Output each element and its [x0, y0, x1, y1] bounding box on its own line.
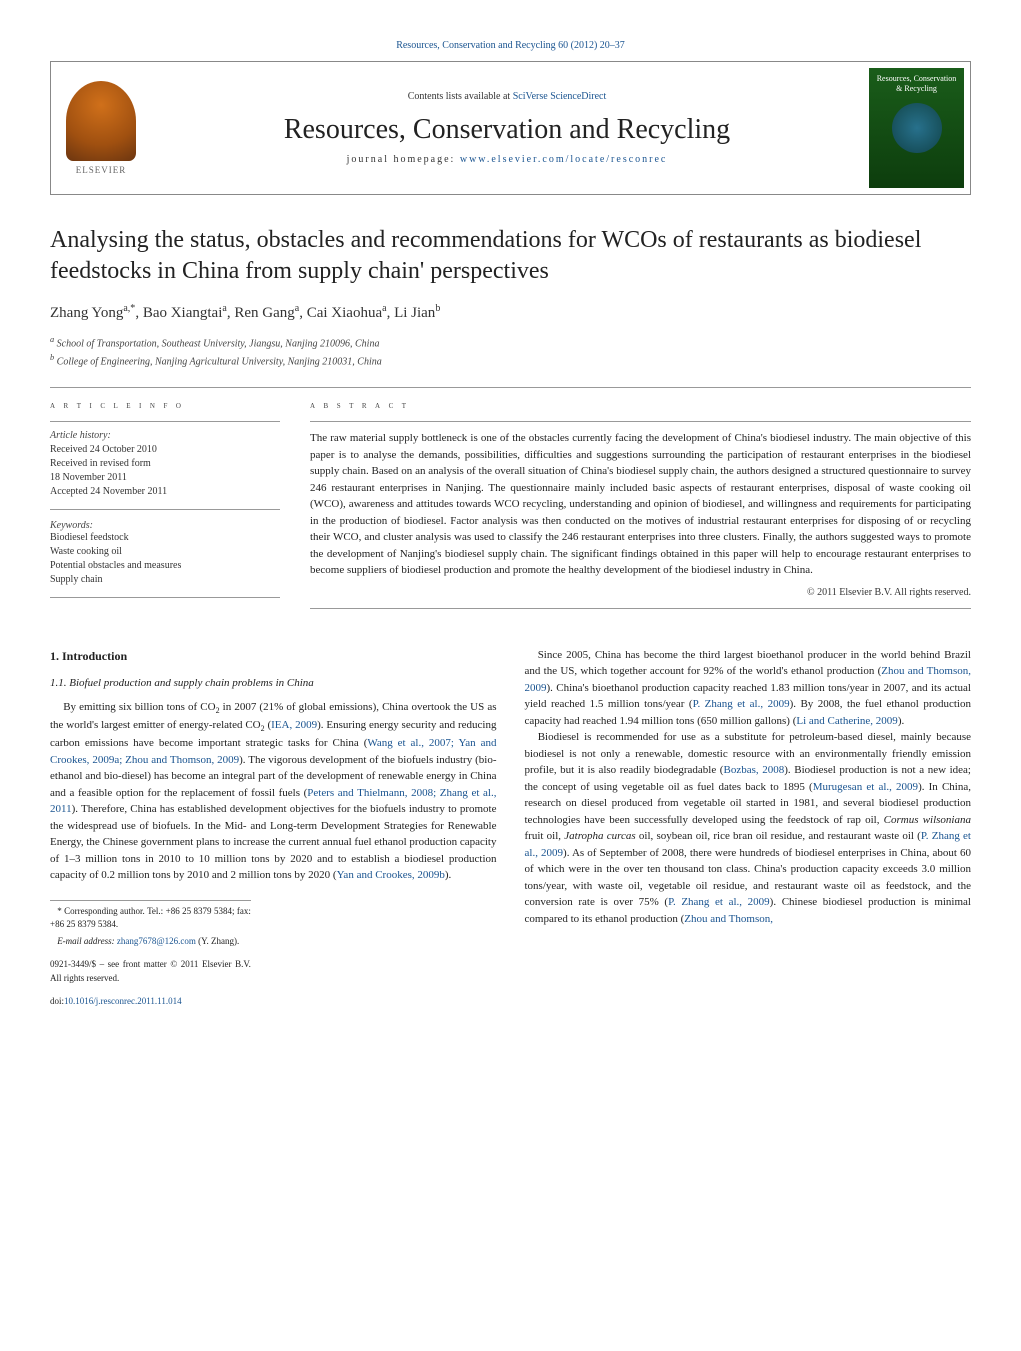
- citation-link[interactable]: IEA, 2009: [271, 719, 317, 731]
- journal-name: Resources, Conservation and Recycling: [151, 114, 863, 146]
- doi-link[interactable]: 10.1016/j.resconrec.2011.11.014: [64, 996, 182, 1006]
- cover-globe-icon: [892, 103, 942, 153]
- divider: [310, 421, 971, 422]
- elsevier-tree-icon: [66, 81, 136, 161]
- keyword: Biodiesel feedstock: [50, 531, 280, 545]
- abstract-text: The raw material supply bottleneck is on…: [310, 430, 971, 579]
- email-footnote: E-mail address: zhang7678@126.com (Y. Zh…: [50, 935, 251, 949]
- elsevier-label: ELSEVIER: [76, 165, 127, 175]
- abstract: a b s t r a c t The raw material supply …: [310, 400, 971, 617]
- divider: [50, 509, 280, 510]
- body-paragraph: Biodiesel is recommended for use as a su…: [525, 729, 972, 927]
- citation-link[interactable]: Bozbas, 2008: [723, 764, 784, 776]
- authors: Zhang Yonga,*, Bao Xiangtaia, Ren Ganga,…: [50, 303, 971, 322]
- affiliation-b: b College of Engineering, Nanjing Agricu…: [50, 352, 971, 369]
- divider: [310, 608, 971, 609]
- citation-link[interactable]: Li and Catherine, 2009: [796, 715, 897, 727]
- email-link[interactable]: zhang7678@126.com: [117, 936, 196, 946]
- doi-line: doi:10.1016/j.resconrec.2011.11.014: [50, 995, 251, 1009]
- citation-link[interactable]: P. Zhang et al., 2009: [693, 698, 790, 710]
- article-info: a r t i c l e i n f o Article history: R…: [50, 400, 280, 617]
- section-1-1-heading: 1.1. Biofuel production and supply chain…: [50, 675, 497, 692]
- section-1-heading: 1. Introduction: [50, 647, 497, 665]
- issn-line: 0921-3449/$ – see front matter © 2011 El…: [50, 958, 251, 985]
- header-center: Contents lists available at SciVerse Sci…: [151, 81, 863, 175]
- citation-link[interactable]: Yan and Crookes, 2009b: [337, 869, 445, 881]
- divider: [50, 387, 971, 388]
- body-text: 1. Introduction 1.1. Biofuel production …: [50, 647, 971, 1009]
- affiliations: a School of Transportation, Southeast Un…: [50, 334, 971, 369]
- homepage-link[interactable]: www.elsevier.com/locate/resconrec: [460, 154, 668, 165]
- article-info-label: a r t i c l e i n f o: [50, 400, 280, 411]
- homepage-prefix: journal homepage:: [347, 154, 460, 165]
- homepage-line: journal homepage: www.elsevier.com/locat…: [151, 154, 863, 165]
- info-abstract-row: a r t i c l e i n f o Article history: R…: [50, 400, 971, 617]
- journal-reference: Resources, Conservation and Recycling 60…: [50, 40, 971, 51]
- keywords-label: Keywords:: [50, 520, 280, 531]
- article-title: Analysing the status, obstacles and reco…: [50, 225, 971, 287]
- divider: [50, 421, 280, 422]
- citation-link[interactable]: P. Zhang et al., 2009: [668, 896, 770, 908]
- divider: [50, 597, 280, 598]
- elsevier-logo: ELSEVIER: [51, 63, 151, 193]
- copyright: © 2011 Elsevier B.V. All rights reserved…: [310, 587, 971, 598]
- citation-link[interactable]: Zhou and Thomson,: [684, 913, 773, 925]
- history-label: Article history:: [50, 430, 280, 441]
- keyword: Waste cooking oil: [50, 545, 280, 559]
- body-paragraph: By emitting six billion tons of CO2 in 2…: [50, 699, 497, 884]
- citation-link[interactable]: Murugesan et al., 2009: [813, 781, 918, 793]
- affiliation-a: a School of Transportation, Southeast Un…: [50, 334, 971, 351]
- corresponding-author: * Corresponding author. Tel.: +86 25 837…: [50, 905, 251, 932]
- contents-prefix: Contents lists available at: [408, 91, 513, 102]
- history-item: Received in revised form: [50, 457, 280, 471]
- footnote-block: * Corresponding author. Tel.: +86 25 837…: [50, 900, 251, 1009]
- history-item: 18 November 2011: [50, 471, 280, 485]
- keyword: Potential obstacles and measures: [50, 559, 280, 573]
- keyword: Supply chain: [50, 573, 280, 587]
- body-paragraph: Since 2005, China has become the third l…: [525, 647, 972, 730]
- history-item: Received 24 October 2010: [50, 443, 280, 457]
- journal-cover: Resources, Conservation & Recycling: [869, 68, 964, 188]
- cover-text: Resources, Conservation & Recycling: [873, 74, 960, 93]
- sciencedirect-link[interactable]: SciVerse ScienceDirect: [513, 91, 607, 102]
- contents-line: Contents lists available at SciVerse Sci…: [151, 91, 863, 102]
- history-item: Accepted 24 November 2011: [50, 485, 280, 499]
- abstract-label: a b s t r a c t: [310, 400, 971, 411]
- journal-header: ELSEVIER Contents lists available at Sci…: [50, 61, 971, 195]
